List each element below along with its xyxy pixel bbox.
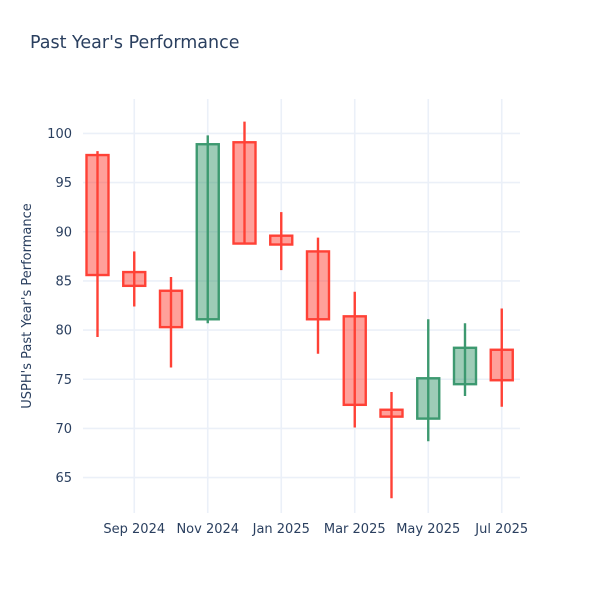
candle-may-2025[interactable]	[416, 319, 441, 442]
candle-body	[305, 250, 331, 321]
candle-nov-2024[interactable]	[195, 135, 220, 324]
candle-jul-2025[interactable]	[489, 308, 514, 407]
y-tick-label-100: 100	[47, 127, 72, 142]
candle-oct-2024[interactable]	[158, 276, 184, 368]
x-axis-tick-labels: Sep 2024 Nov 2024 Jan 2025 Mar 2025 May 2025…	[103, 522, 528, 537]
candle-feb-2025[interactable]	[305, 237, 331, 354]
x-tick-label-may-2025: May 2025	[396, 522, 460, 537]
candle-sep-2024[interactable]	[122, 251, 147, 307]
candle-body	[379, 408, 404, 418]
x-tick-label-jul-2025: Jul 2025	[474, 522, 528, 537]
candle-body	[269, 234, 294, 246]
candle-aug-2024[interactable]	[85, 151, 110, 337]
candle-body	[158, 289, 184, 329]
x-tick-label-nov-2024: Nov 2024	[176, 522, 239, 537]
candlestick-series	[85, 121, 514, 499]
y-axis-title: USPH's Past Year's Performance	[20, 203, 35, 408]
candle-body	[85, 153, 110, 277]
candle-body	[122, 270, 147, 288]
candle-jan-2025[interactable]	[269, 212, 294, 271]
x-tick-label-jan-2025: Jan 2025	[252, 522, 310, 537]
candle-body	[195, 143, 220, 321]
candle-body	[489, 348, 514, 382]
candle-body	[416, 377, 441, 420]
candle-body	[452, 346, 478, 386]
candle-dec-2024[interactable]	[232, 121, 257, 245]
candle-body	[342, 315, 367, 407]
candle-apr-2025[interactable]	[379, 392, 404, 499]
y-tick-label-70: 70	[55, 422, 72, 437]
y-tick-label-80: 80	[55, 324, 72, 339]
y-tick-label-65: 65	[55, 471, 72, 486]
x-tick-label-mar-2025: Mar 2025	[324, 522, 386, 537]
y-axis-tick-labels: 65 70 75 80 85 90 95 100	[47, 127, 72, 486]
candle-mar-2025[interactable]	[342, 291, 367, 428]
chart-title: Past Year's Performance	[30, 33, 240, 53]
y-tick-label-90: 90	[55, 225, 72, 240]
y-tick-label-95: 95	[55, 176, 72, 191]
candle-body	[232, 141, 257, 245]
candle-jun-2025[interactable]	[452, 323, 478, 396]
y-tick-label-85: 85	[55, 274, 72, 289]
x-tick-label-sep-2024: Sep 2024	[103, 522, 165, 537]
y-tick-label-75: 75	[55, 373, 72, 388]
gridlines	[83, 99, 520, 513]
